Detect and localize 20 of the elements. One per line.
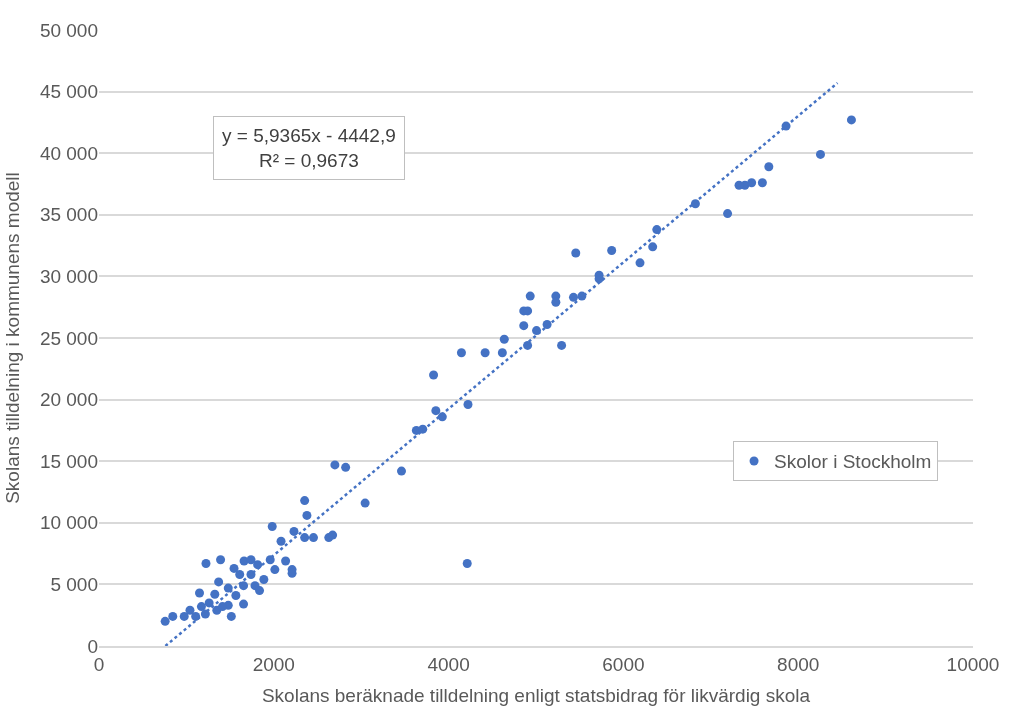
y-tick-label: 45 000 xyxy=(39,81,98,103)
y-tick-label: 5 000 xyxy=(50,574,98,596)
y-tick-label: 15 000 xyxy=(39,450,98,472)
annotation: y = 5,9365x - 4442,9 R² = 0,9673 xyxy=(222,125,396,171)
y-tick-label: 25 000 xyxy=(39,327,98,349)
x-tick-label: 2000 xyxy=(252,653,295,675)
y-tick-label: 0 xyxy=(87,635,98,657)
y-tick-label: 30 000 xyxy=(39,266,98,288)
x-tick-label: 8000 xyxy=(777,653,820,675)
x-axis-title: Skolans beräknade tilldelning enligt statsbidrag för likvärdig skola xyxy=(261,685,811,707)
y-tick-label: 20 000 xyxy=(39,389,98,411)
y-tick-label: 50 000 xyxy=(39,19,98,41)
legend-label: Skolor i Stockholm xyxy=(774,451,932,473)
y-tick-label: 35 000 xyxy=(39,204,98,226)
x-tick-label: 6000 xyxy=(602,653,645,675)
x-tick-label: 10000 xyxy=(946,653,1000,675)
y-axis-title: Skolans tilldelning i kommunens modell xyxy=(1,172,23,504)
y-tick-label: 10 000 xyxy=(39,512,98,534)
y-tick-label: 40 000 xyxy=(39,142,98,164)
x-tick-label: 4000 xyxy=(427,653,470,675)
